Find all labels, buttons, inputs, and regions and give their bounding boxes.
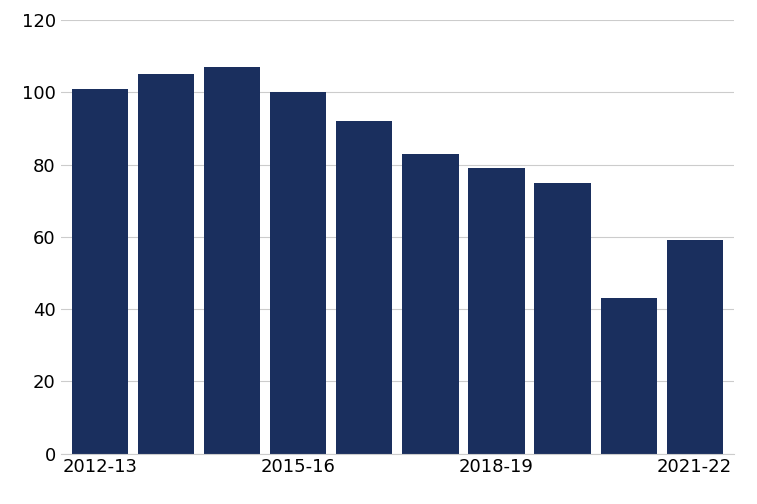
Bar [336, 121, 392, 454]
Bar [270, 92, 326, 454]
Bar [204, 67, 260, 454]
Bar [403, 154, 459, 454]
Bar [139, 75, 195, 454]
Bar [534, 183, 590, 454]
Bar [600, 298, 656, 454]
Bar [72, 89, 128, 454]
Bar [667, 240, 723, 454]
Bar [469, 168, 525, 454]
